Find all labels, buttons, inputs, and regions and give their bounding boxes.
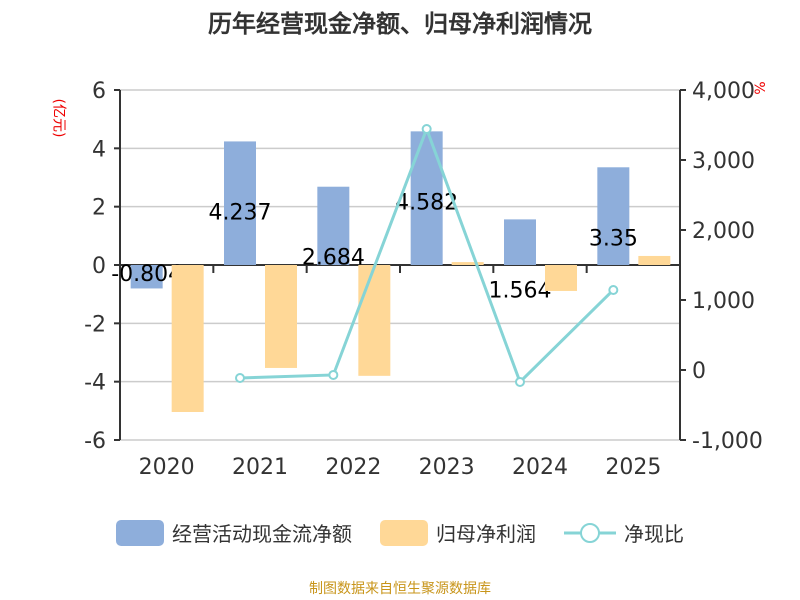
cashflow-data-label: 4.237	[209, 200, 272, 225]
legend-item-cashflow[interactable]: 经营活动现金流净额	[116, 518, 352, 547]
right-tick-label: 3,000	[692, 149, 755, 174]
profit-bar	[451, 262, 484, 265]
right-tick-label: 0	[692, 359, 706, 384]
x-tick-label: 2021	[232, 455, 288, 480]
profit-bar	[358, 265, 391, 376]
legend-label: 净现比	[624, 522, 684, 546]
right-tick-label: -1,000	[692, 429, 763, 454]
profit-bar	[171, 265, 204, 412]
left-tick-label: -6	[84, 429, 106, 454]
cashflow-bar	[130, 265, 163, 289]
x-tick-label: 2022	[325, 455, 381, 480]
x-tick-label: 2025	[605, 455, 661, 480]
legend-item-profit[interactable]: 归母净利润	[380, 518, 536, 547]
cashflow-data-label: 1.564	[489, 278, 552, 303]
profit-bar	[265, 265, 297, 368]
x-tick-label: 2024	[512, 455, 568, 480]
cashflow-data-label: -0.804	[111, 262, 182, 287]
source-note: 制图数据来自恒生聚源数据库	[309, 581, 491, 597]
cashflow-bar	[504, 219, 536, 265]
right-tick-label: 2,000	[692, 219, 755, 244]
chart-title: 历年经营现金净额、归母净利润情况	[208, 10, 592, 38]
ratio-point	[515, 376, 525, 387]
cashflow-data-label: 3.35	[589, 226, 638, 251]
right-tick-label: 4,000	[692, 79, 755, 104]
cashflow-bar	[597, 167, 630, 265]
cashflow-data-label: 2.684	[302, 246, 365, 271]
legend-label: 经营活动现金流净额	[172, 522, 352, 546]
cashflow-bar	[317, 186, 350, 265]
x-tick-label: 2020	[139, 455, 195, 480]
left-tick-label: 0	[92, 254, 106, 279]
legend-swatch	[116, 519, 164, 546]
profit-bar	[638, 255, 671, 265]
legend-swatch	[380, 519, 428, 546]
ratio-point	[608, 284, 619, 295]
profit-bar	[545, 265, 577, 291]
cashflow-data-label: 4.582	[395, 190, 458, 215]
left-tick-label: -4	[84, 371, 106, 396]
legend-item-ratio[interactable]: 净现比	[564, 518, 684, 547]
legend: 经营活动现金流净额 归母净利润 净现比	[0, 518, 800, 547]
left-tick-label: 4	[92, 137, 106, 162]
ratio-point	[421, 123, 432, 134]
left-tick-label: 6	[92, 79, 106, 104]
x-tick-label: 2023	[419, 455, 475, 480]
left-tick-label: 2	[92, 196, 106, 221]
left-tick-label: -2	[84, 312, 106, 337]
legend-label: 归母净利润	[436, 522, 536, 546]
ratio-point	[235, 372, 245, 383]
legend-line-icon	[564, 522, 616, 543]
ratio-point	[328, 369, 339, 380]
right-tick-label: 1,000	[692, 289, 755, 314]
cashflow-bar	[224, 141, 256, 265]
